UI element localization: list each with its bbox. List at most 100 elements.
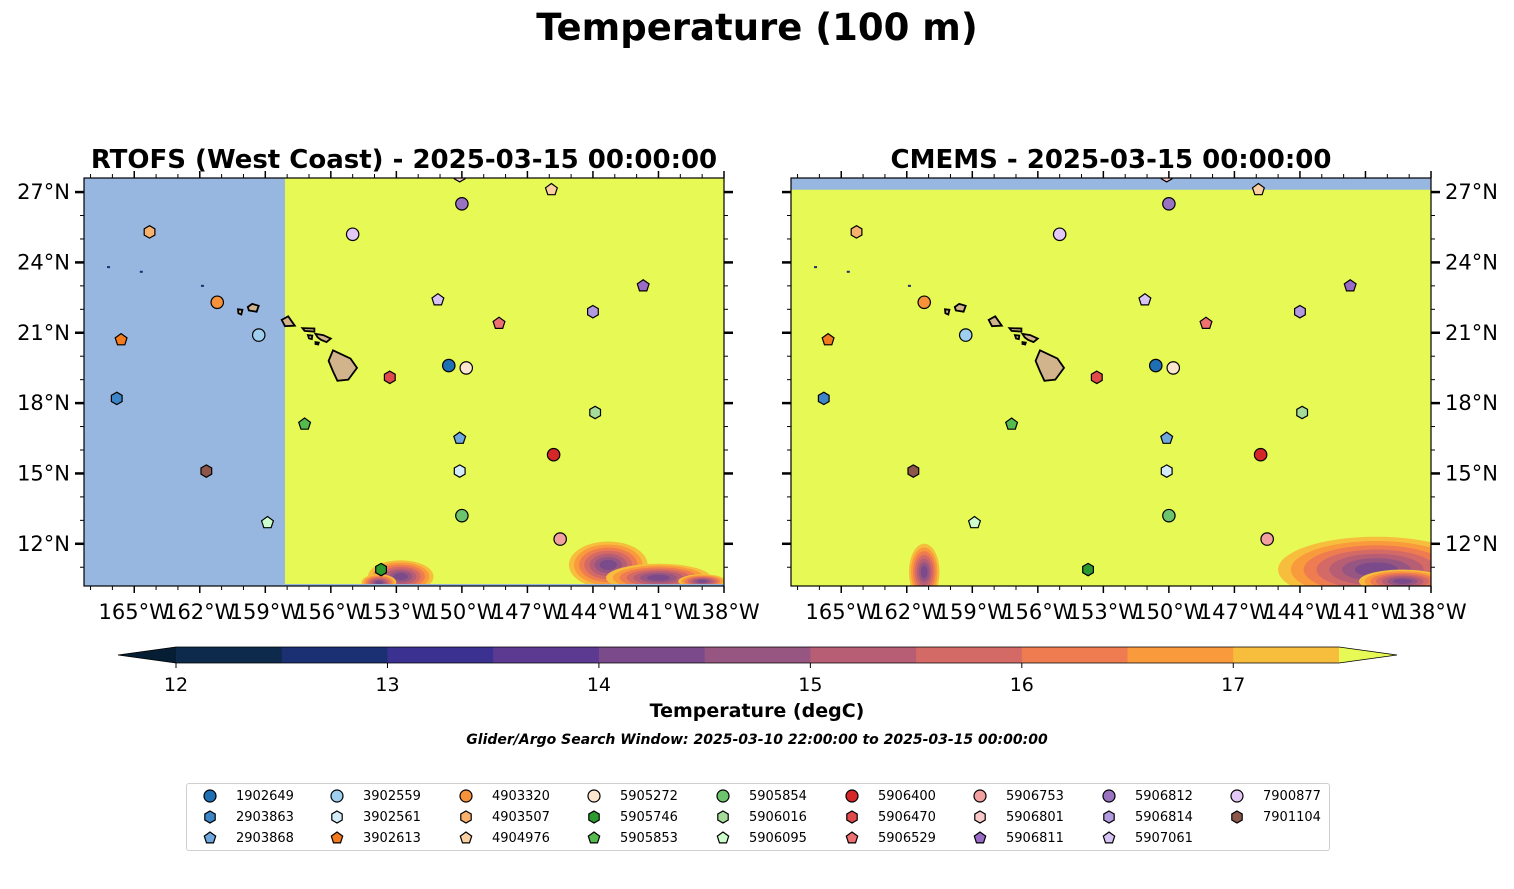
legend-entry-5907061: 5907061 [1096, 828, 1193, 848]
colorbar-tick-label: 17 [1221, 674, 1245, 696]
float-marker-4903507 [143, 225, 156, 239]
legend-label: 5906753 [1006, 788, 1064, 804]
legend-label: 5905272 [620, 788, 678, 804]
x-tick-label: 165°W [806, 600, 878, 624]
float-marker-5907061 [431, 292, 445, 306]
colorbar-bin [176, 647, 283, 663]
float-marker-5906811 [636, 278, 650, 292]
legend-entry-2903863: 2903863 [197, 807, 294, 827]
float-marker-5907061 [1138, 292, 1152, 306]
legend-entry-7900877: 7900877 [1224, 786, 1321, 806]
island-niihau [943, 308, 951, 316]
islet [139, 270, 143, 273]
legend-marker-hexagon [588, 810, 600, 824]
legend-entry-4903507: 4903507 [453, 807, 550, 827]
float-marker-5905853 [1004, 417, 1019, 430]
legend-marker-pentagon [716, 831, 730, 844]
float-marker-5905746 [1082, 562, 1095, 577]
colorbar-over-extend [1339, 647, 1397, 663]
float-marker-5906814 [1293, 304, 1306, 319]
float-marker-2903863 [817, 391, 830, 406]
map-field [791, 178, 1431, 586]
legend-entry-5906095: 5906095 [710, 828, 807, 848]
legend-label: 5907061 [1135, 830, 1193, 846]
legend-marker [717, 810, 729, 824]
legend-marker [204, 810, 216, 824]
legend-label: 5906470 [878, 809, 936, 825]
float-marker-3902561 [453, 464, 466, 478]
float-marker-5906811 [1343, 278, 1357, 292]
legend-entry-5906470: 5906470 [839, 807, 936, 827]
legend-marker [587, 789, 601, 803]
islet [107, 266, 111, 269]
no-data-region [791, 178, 1431, 190]
legend-marker [973, 831, 987, 844]
legend-label: 5906812 [1135, 788, 1193, 804]
legend-marker-circle [587, 789, 601, 803]
legend-marker [1102, 831, 1116, 844]
float-marker-5906529 [492, 316, 506, 329]
float-marker-2903868 [1160, 431, 1174, 444]
legend-marker [203, 831, 217, 844]
contour-band [646, 574, 671, 581]
legend-marker [1230, 789, 1244, 803]
contour-band [696, 579, 708, 583]
colorbar-bin [493, 647, 600, 663]
legend-marker-circle [845, 789, 859, 803]
legend-entry-5905854: 5905854 [710, 786, 807, 806]
contour-band [375, 580, 383, 585]
legend-marker-circle [973, 789, 987, 803]
legend-marker-hexagon [460, 810, 472, 824]
legend-marker-pentagon [330, 831, 344, 844]
map-panel-2: CMEMS - 2025-03-15 00:00:00 165°W162°W159… [782, 145, 1498, 624]
legend-entry-5906529: 5906529 [839, 828, 936, 848]
island-lanai [1013, 334, 1021, 341]
float-marker-4904976 [1251, 182, 1266, 196]
y-tick-label: 18°N [1445, 391, 1498, 415]
x-tick-label: 150°W [426, 600, 498, 624]
island-maui [313, 332, 333, 344]
float-marker-3902559 [958, 328, 973, 342]
map-title: CMEMS - 2025-03-15 00:00:00 [891, 145, 1332, 175]
float-marker-7901104 [200, 464, 213, 478]
legend-entry-3902559: 3902559 [324, 786, 421, 806]
float-marker-5906470 [383, 370, 396, 385]
legend-entry-5906801: 5906801 [967, 807, 1064, 827]
y-tick-label: 15°N [17, 461, 70, 485]
map-panel-1: RTOFS (West Coast) - 2025-03-15 00:00:00… [17, 145, 760, 624]
contour-band [1392, 578, 1413, 584]
legend-marker [974, 810, 986, 824]
legend-marker [845, 789, 859, 803]
y-tick-label: 21°N [17, 321, 70, 345]
y-tick-label: 27°N [1445, 180, 1498, 204]
island-hawaii [327, 349, 359, 382]
float-marker-5905746 [375, 562, 387, 577]
float-marker-5906095 [967, 515, 982, 529]
legend-entry-5906814: 5906814 [1096, 807, 1193, 827]
legend-entry-5906812: 5906812 [1096, 786, 1193, 806]
legend-entry-4904976: 4904976 [453, 828, 550, 848]
float-marker-3902561 [1160, 464, 1173, 478]
legend-marker [331, 810, 343, 824]
x-tick-label: 144°W [557, 600, 629, 624]
legend-marker [1102, 789, 1116, 803]
legend-label: 4904976 [492, 830, 550, 846]
legend-label: 4903320 [492, 788, 550, 804]
legend-marker-pentagon [845, 831, 859, 844]
colorbar-tick-label: 15 [798, 674, 822, 696]
x-tick-label: 144°W [1264, 600, 1336, 624]
legend-marker-circle [1230, 789, 1244, 803]
float-marker-5906400 [546, 447, 561, 462]
legend-marker-hexagon [846, 810, 858, 824]
legend-marker [459, 831, 473, 844]
colorbar-bin [810, 647, 917, 663]
legend-marker-pentagon [973, 831, 987, 844]
float-marker-5905854 [1162, 508, 1176, 523]
temperature-field [791, 178, 1431, 586]
float-marker-4903507 [850, 225, 863, 239]
x-tick-label: 159°W [230, 600, 302, 624]
legend-marker [587, 831, 601, 844]
y-tick-label: 12°N [17, 532, 70, 556]
island-lanai [306, 334, 314, 341]
no-data-region [84, 178, 285, 586]
